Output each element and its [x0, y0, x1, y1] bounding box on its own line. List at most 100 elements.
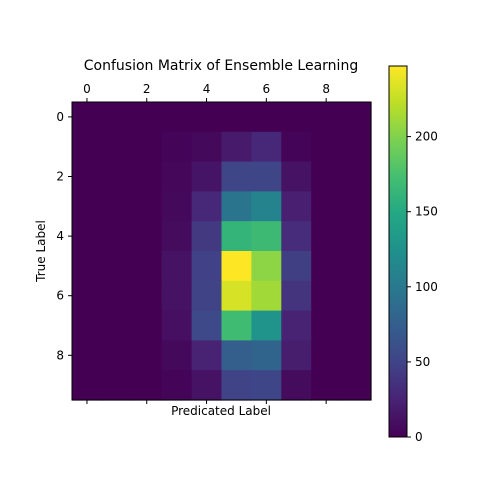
heatmap-cell: [161, 102, 193, 133]
heatmap-cell: [131, 370, 163, 401]
colorbar-tick-label: 0: [415, 430, 423, 444]
heatmap-cell: [101, 102, 133, 133]
x-axis-label: Predicated Label: [171, 404, 271, 418]
heatmap-cell: [281, 280, 312, 312]
colorbar: [388, 65, 408, 438]
heatmap-cell: [131, 191, 163, 222]
heatmap-cell: [131, 131, 163, 163]
heatmap-cell: [251, 191, 282, 222]
heatmap-cell: [191, 370, 223, 401]
heatmap-cell: [221, 102, 252, 133]
colorbar-tick-label: 150: [415, 205, 438, 219]
heatmap-cell: [251, 280, 282, 312]
heatmap-cell: [191, 131, 223, 163]
heatmap-cell: [131, 161, 163, 192]
heatmap-cell: [101, 251, 133, 282]
colorbar-ticks: 0 50 100 150 200: [407, 130, 438, 444]
heatmap-cell: [341, 370, 372, 401]
heatmap-cell: [101, 310, 133, 341]
heatmap-cell: [131, 280, 163, 312]
heatmap-cell: [341, 161, 372, 192]
heatmap-cell: [72, 131, 103, 163]
colorbar-tick-label: 100: [415, 280, 438, 294]
heatmap-cell: [341, 131, 372, 163]
heatmap-cell: [311, 280, 342, 312]
heatmap-cell: [311, 191, 342, 222]
heatmap-cell: [72, 221, 103, 252]
heatmap-cell: [131, 340, 163, 371]
x-tick-label: 8: [322, 82, 330, 96]
y-tick-label: 8: [56, 348, 64, 362]
heatmap-cell: [161, 340, 193, 371]
heatmap-cell: [311, 340, 342, 371]
heatmap-cell: [101, 191, 133, 222]
heatmap-cell: [311, 161, 342, 192]
heatmap-cell: [191, 280, 223, 312]
y-axis-label: True Label: [34, 220, 48, 283]
heatmap-cell: [281, 191, 312, 222]
heatmap-cell: [72, 251, 103, 282]
heatmap-cell: [251, 340, 282, 371]
y-tick-label: 6: [56, 289, 64, 303]
heatmap-cell: [341, 310, 372, 341]
heatmap-cell: [281, 131, 312, 163]
heatmap-cell: [221, 370, 252, 401]
heatmap-cell: [221, 251, 252, 282]
heatmap-cell: [131, 102, 163, 133]
heatmap-cell: [251, 221, 282, 252]
heatmap-cell: [191, 340, 223, 371]
heatmap-cell: [341, 340, 372, 371]
heatmap-cell: [131, 221, 163, 252]
heatmap-cell: [191, 310, 223, 341]
heatmap-cell: [101, 221, 133, 252]
heatmap-cell: [191, 191, 223, 222]
heatmap-cell: [251, 310, 282, 341]
heatmap-cell: [101, 161, 133, 192]
heatmap-cell: [311, 102, 342, 133]
heatmap-cell: [341, 221, 372, 252]
heatmap-cell: [161, 370, 193, 401]
heatmap-cell: [72, 161, 103, 192]
heatmap-cell: [281, 370, 312, 401]
heatmap-cell: [311, 310, 342, 341]
x-tick-label: 0: [83, 82, 91, 96]
heatmap-cell: [341, 102, 372, 133]
heatmap-cell: [101, 131, 133, 163]
heatmap-cell: [101, 280, 133, 312]
heatmap-cell: [72, 191, 103, 222]
heatmap-cell: [251, 370, 282, 401]
heatmap-cell: [191, 102, 223, 133]
heatmap-cell: [101, 340, 133, 371]
y-tick-label: 0: [56, 110, 64, 124]
x-tick-label: 2: [143, 82, 151, 96]
heatmap-cell: [341, 280, 372, 312]
y-tick-label: 2: [56, 170, 64, 184]
heatmap-cell: [281, 102, 312, 133]
heatmap-cell: [251, 102, 282, 133]
heatmap-cell: [221, 221, 252, 252]
heatmap-cell: [221, 191, 252, 222]
heatmap-cell: [221, 310, 252, 341]
heatmap-cell: [161, 280, 193, 312]
heatmap-cell: [221, 340, 252, 371]
heatmap-cell: [311, 251, 342, 282]
heatmap-cell: [221, 161, 252, 192]
heatmap-cell: [311, 370, 342, 401]
heatmap-cell: [251, 131, 282, 163]
heatmap-cell: [221, 131, 252, 163]
heatmap-cell: [311, 131, 342, 163]
heatmap-cells: [72, 102, 372, 401]
heatmap-cell: [281, 221, 312, 252]
heatmap-cell: [72, 340, 103, 371]
colorbar-tick-label: 50: [415, 355, 430, 369]
heatmap-cell: [72, 310, 103, 341]
heatmap-cell: [161, 221, 193, 252]
y-tick-label: 4: [56, 229, 64, 243]
heatmap-cell: [101, 370, 133, 401]
heatmap-cell: [131, 310, 163, 341]
x-tick-label: 4: [203, 82, 211, 96]
heatmap-cell: [221, 280, 252, 312]
heatmap-cell: [281, 161, 312, 192]
x-axis-ticks: 0 2 4 6 8: [83, 82, 330, 404]
